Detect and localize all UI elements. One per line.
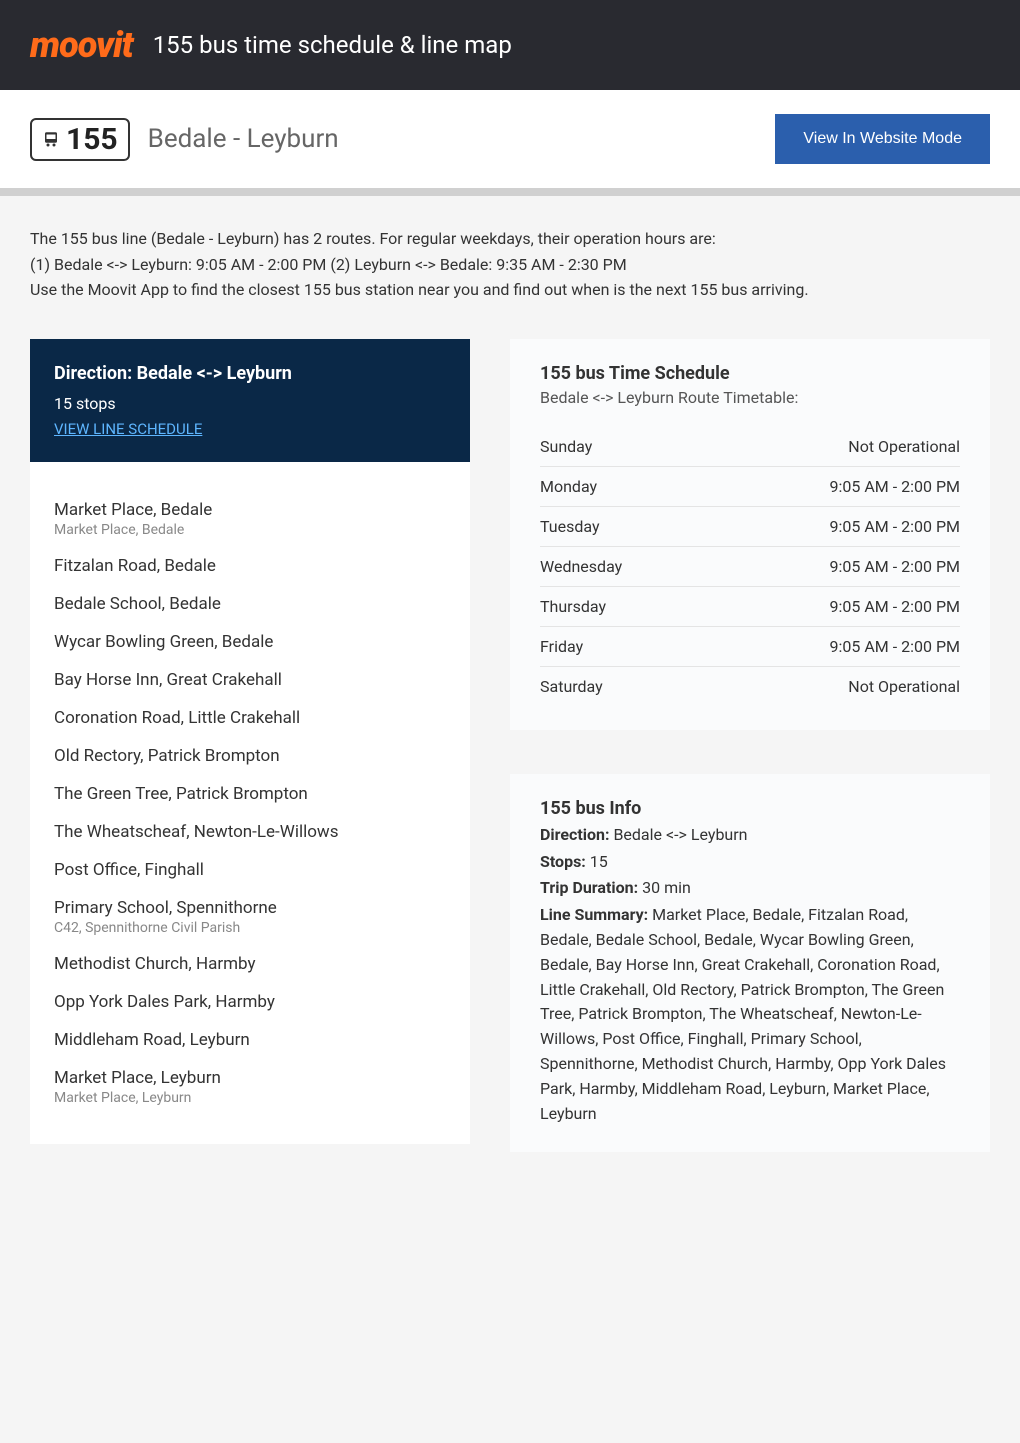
- schedule-row: Saturday Not Operational: [540, 667, 960, 706]
- stop-name: Wycar Bowling Green, Bedale: [54, 632, 446, 652]
- schedule-hours: 9:05 AM - 2:00 PM: [830, 557, 960, 576]
- schedule-day: Thursday: [540, 597, 606, 616]
- info-direction: Direction: Bedale <-> Leyburn: [540, 823, 960, 848]
- stop-name: Post Office, Finghall: [54, 860, 446, 880]
- stop-sub: Market Place, Leyburn: [54, 1090, 446, 1106]
- stop-item: The Green Tree, Patrick Brompton: [54, 784, 446, 804]
- schedule-day: Tuesday: [540, 517, 600, 536]
- divider: [0, 188, 1020, 196]
- info-card: 155 bus Info Direction: Bedale <-> Leybu…: [510, 774, 990, 1153]
- stop-item: Methodist Church, Harmby: [54, 954, 446, 974]
- stop-name: Middleham Road, Leyburn: [54, 1030, 446, 1050]
- content: The 155 bus line (Bedale - Leyburn) has …: [0, 196, 1020, 1226]
- stop-item: Market Place, Leyburn Market Place, Leybu…: [54, 1068, 446, 1106]
- intro-text: The 155 bus line (Bedale - Leyburn) has …: [30, 226, 990, 303]
- logo: moovit: [30, 24, 133, 66]
- schedule-title: 155 bus Time Schedule: [540, 363, 960, 384]
- info-stops: Stops: 15: [540, 850, 960, 875]
- stop-item: Bay Horse Inn, Great Crakehall: [54, 670, 446, 690]
- stop-item: Primary School, Spennithorne C42, Spennit…: [54, 898, 446, 936]
- direction-stops-count: 15 stops: [54, 394, 446, 413]
- schedule-table: Sunday Not Operational Monday 9:05 AM - 2:0…: [540, 427, 960, 706]
- stop-name: Market Place, Leyburn: [54, 1068, 446, 1088]
- stop-name: Bay Horse Inn, Great Crakehall: [54, 670, 446, 690]
- info-title: 155 bus Info: [540, 798, 960, 819]
- left-column: Direction: Bedale <-> Leyburn 15 stops V…: [30, 339, 470, 1144]
- header: moovit 155 bus time schedule & line map: [0, 0, 1020, 90]
- stop-item: Market Place, Bedale Market Place, Bedale: [54, 500, 446, 538]
- stops-list: Market Place, BedaleMarket Place, Bedale…: [30, 462, 470, 1144]
- stop-item: Old Rectory, Patrick Brompton: [54, 746, 446, 766]
- stop-item: Coronation Road, Little Crakehall: [54, 708, 446, 728]
- view-schedule-link[interactable]: VIEW LINE SCHEDULE: [54, 420, 202, 438]
- stop-name: The Green Tree, Patrick Brompton: [54, 784, 446, 804]
- route-name: Bedale - Leyburn: [148, 124, 339, 154]
- info-duration: Trip Duration: 30 min: [540, 876, 960, 901]
- route-bar: 155 Bedale - Leyburn View In Website Mod…: [0, 90, 1020, 188]
- website-mode-button[interactable]: View In Website Mode: [775, 114, 990, 164]
- stop-name: Methodist Church, Harmby: [54, 954, 446, 974]
- right-column: 155 bus Time Schedule Bedale <-> Leyburn…: [510, 339, 990, 1197]
- schedule-day: Wednesday: [540, 557, 622, 576]
- stop-name: Opp York Dales Park, Harmby: [54, 992, 446, 1012]
- stop-item: Wycar Bowling Green, Bedale: [54, 632, 446, 652]
- stop-name: Market Place, Bedale: [54, 500, 446, 520]
- schedule-day: Saturday: [540, 677, 603, 696]
- stop-item: Middleham Road, Leyburn: [54, 1030, 446, 1050]
- stop-name: Fitzalan Road, Bedale: [54, 556, 446, 576]
- schedule-row: Tuesday 9:05 AM - 2:00 PM: [540, 507, 960, 547]
- schedule-row: Friday 9:05 AM - 2:00 PM: [540, 627, 960, 667]
- stop-item: Post Office, Finghall: [54, 860, 446, 880]
- route-left: 155 Bedale - Leyburn: [30, 118, 339, 161]
- schedule-hours: 9:05 AM - 2:00 PM: [830, 637, 960, 656]
- schedule-hours: Not Operational: [848, 677, 960, 696]
- schedule-day: Monday: [540, 477, 597, 496]
- stop-name: Primary School, Spennithorne: [54, 898, 446, 918]
- stop-name: The Wheatscheaf, Newton-Le-Willows: [54, 822, 446, 842]
- stop-item: Fitzalan Road, Bedale: [54, 556, 446, 576]
- stop-item: Bedale School, Bedale: [54, 594, 446, 614]
- schedule-hours: 9:05 AM - 2:00 PM: [830, 597, 960, 616]
- direction-box: Direction: Bedale <-> Leyburn 15 stops V…: [30, 339, 470, 462]
- schedule-row: Thursday 9:05 AM - 2:00 PM: [540, 587, 960, 627]
- schedule-row: Sunday Not Operational: [540, 427, 960, 467]
- stop-item: The Wheatscheaf, Newton-Le-Willows: [54, 822, 446, 842]
- schedule-row: Wednesday 9:05 AM - 2:00 PM: [540, 547, 960, 587]
- direction-title: Direction: Bedale <-> Leyburn: [54, 363, 446, 384]
- stop-sub: Market Place, Bedale: [54, 522, 446, 538]
- bus-icon: [42, 130, 60, 148]
- route-badge: 155: [30, 118, 130, 161]
- stop-name: Coronation Road, Little Crakehall: [54, 708, 446, 728]
- route-number: 155: [66, 122, 118, 157]
- schedule-row: Monday 9:05 AM - 2:00 PM: [540, 467, 960, 507]
- schedule-subtitle: Bedale <-> Leyburn Route Timetable:: [540, 388, 960, 407]
- stop-name: Bedale School, Bedale: [54, 594, 446, 614]
- schedule-hours: Not Operational: [848, 437, 960, 456]
- page-title: 155 bus time schedule & line map: [153, 31, 512, 59]
- schedule-day: Friday: [540, 637, 583, 656]
- schedule-day: Sunday: [540, 437, 592, 456]
- stop-sub: C42, Spennithorne Civil Parish: [54, 920, 446, 936]
- schedule-card: 155 bus Time Schedule Bedale <-> Leyburn…: [510, 339, 990, 730]
- schedule-hours: 9:05 AM - 2:00 PM: [830, 517, 960, 536]
- schedule-hours: 9:05 AM - 2:00 PM: [830, 477, 960, 496]
- columns: Direction: Bedale <-> Leyburn 15 stops V…: [30, 339, 990, 1197]
- stop-name: Old Rectory, Patrick Brompton: [54, 746, 446, 766]
- stop-item: Opp York Dales Park, Harmby: [54, 992, 446, 1012]
- info-summary: Line Summary: Market Place, Bedale, Fitz…: [540, 903, 960, 1126]
